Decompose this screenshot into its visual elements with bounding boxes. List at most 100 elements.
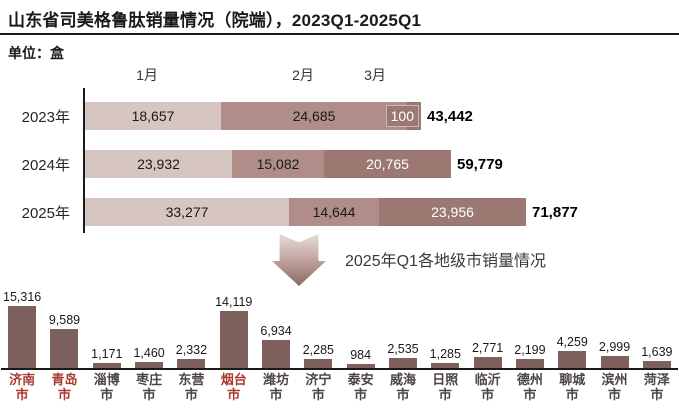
city-bar-zone: 2,771 — [472, 290, 503, 368]
city-column: 1,460 枣庄市 — [128, 290, 170, 402]
stacked-bar: 18,65724,685100 — [85, 102, 421, 130]
city-name-label: 泰安市 — [348, 373, 374, 402]
city-name-label: 潍坊市 — [263, 373, 289, 402]
city-column: 2,999 滨州市 — [593, 290, 635, 402]
city-chart: 15,316 济南市 9,589 青岛市 1,171 淄博市 1,460 枣庄市 2,332 东营… — [1, 290, 678, 402]
city-bar-zone: 2,332 — [176, 290, 207, 368]
stacked-row: 2025年 33,27714,64423,956 71,877 — [0, 198, 679, 226]
city-column: 14,119 烟台市 — [213, 290, 255, 402]
city-name-label: 威海市 — [390, 373, 416, 402]
bar-segment-2月: 24,685 — [221, 102, 407, 130]
city-value-label: 2,771 — [472, 341, 503, 355]
city-bar — [601, 356, 629, 368]
city-column: 984 泰安市 — [340, 290, 382, 402]
city-column: 9,589 青岛市 — [43, 290, 85, 402]
stacked-bar: 33,27714,64423,956 — [85, 198, 526, 226]
bar-segment-1月: 18,657 — [85, 102, 221, 130]
city-name-label: 烟台市 — [221, 373, 247, 402]
stacked-chart-rows: 2023年 18,65724,685100 43,442 2024年 23,93215,… — [0, 102, 679, 246]
city-chart-caption: 2025年Q1各地级市销量情况 — [345, 247, 546, 271]
city-name-label: 临沂市 — [475, 373, 501, 402]
city-value-label: 9,589 — [49, 313, 80, 327]
city-bar-zone: 2,999 — [599, 290, 630, 368]
city-bar-zone: 15,316 — [3, 290, 41, 368]
city-bar-zone: 1,639 — [641, 290, 672, 368]
city-bar-zone: 2,199 — [514, 290, 545, 368]
city-bar — [516, 359, 544, 368]
total-label: 71,877 — [532, 204, 578, 221]
city-bar — [389, 358, 417, 368]
small-segment-label: 100 — [386, 105, 419, 127]
city-name-label: 青岛市 — [51, 373, 77, 402]
city-value-label: 2,535 — [387, 342, 418, 356]
city-name-label: 淄博市 — [94, 373, 120, 402]
bar-segment-1月: 23,932 — [85, 150, 232, 178]
city-bar — [177, 359, 205, 368]
city-bar-zone: 6,934 — [260, 290, 291, 368]
year-label: 2023年 — [0, 106, 70, 127]
bar-segment-2月: 15,082 — [232, 150, 324, 178]
bar-segment-2月: 14,644 — [289, 198, 379, 226]
city-bar — [643, 361, 671, 368]
city-column: 4,259 聊城市 — [551, 290, 593, 402]
city-chart-x-axis — [1, 368, 678, 370]
city-bar-zone: 2,285 — [303, 290, 334, 368]
city-value-label: 1,285 — [430, 347, 461, 361]
year-label: 2025年 — [0, 202, 70, 223]
city-column: 2,771 临沂市 — [466, 290, 508, 402]
city-column: 1,285 日照市 — [424, 290, 466, 402]
city-name-label: 枣庄市 — [136, 373, 162, 402]
city-bar-zone: 9,589 — [49, 290, 80, 368]
city-name-label: 济宁市 — [305, 373, 331, 402]
city-value-label: 2,999 — [599, 340, 630, 354]
year-label: 2024年 — [0, 154, 70, 175]
city-name-label: 菏泽市 — [644, 373, 670, 402]
city-column: 6,934 潍坊市 — [255, 290, 297, 402]
city-value-label: 1,171 — [91, 347, 122, 361]
city-name-label: 聊城市 — [559, 373, 585, 402]
city-column: 2,285 济宁市 — [297, 290, 339, 402]
month-header-jan: 1月 — [125, 65, 169, 85]
total-label: 43,442 — [427, 108, 473, 125]
city-value-label: 984 — [350, 348, 371, 362]
city-name-label: 滨州市 — [602, 373, 628, 402]
city-bar-zone: 14,119 — [215, 290, 252, 368]
city-value-label: 15,316 — [3, 290, 41, 304]
city-bar — [304, 359, 332, 368]
city-bar-zone: 4,259 — [557, 290, 588, 368]
city-bar — [50, 329, 78, 368]
city-bar-zone: 1,285 — [430, 290, 461, 368]
city-value-label: 1,460 — [133, 346, 164, 360]
city-name-label: 日照市 — [432, 373, 458, 402]
city-bar-zone: 984 — [347, 290, 375, 368]
city-column: 2,199 德州市 — [509, 290, 551, 402]
unit-label: 单位：盒 — [8, 43, 64, 63]
city-column: 2,332 东营市 — [170, 290, 212, 402]
city-bar-zone: 1,460 — [133, 290, 164, 368]
city-bar — [262, 340, 290, 368]
page-title: 山东省司美格鲁肽销量情况（院端），2023Q1-2025Q1 — [8, 6, 421, 31]
stacked-bar: 23,93215,08220,765 — [85, 150, 451, 178]
city-column: 2,535 威海市 — [382, 290, 424, 402]
bar-segment-3月: 20,765 — [324, 150, 451, 178]
city-value-label: 2,332 — [176, 343, 207, 357]
month-header-feb: 2月 — [281, 65, 325, 85]
city-name-label: 济南市 — [9, 373, 35, 402]
city-column: 1,639 菏泽市 — [636, 290, 678, 402]
city-value-label: 1,639 — [641, 345, 672, 359]
city-column: 15,316 济南市 — [1, 290, 43, 402]
city-bar — [8, 306, 36, 368]
stacked-row: 2024年23,93215,08220,76559,779 — [0, 150, 679, 178]
city-bar — [474, 357, 502, 368]
city-name-label: 德州市 — [517, 373, 543, 402]
title-divider — [0, 33, 679, 35]
city-bar-zone: 2,535 — [387, 290, 418, 368]
city-name-label: 东营市 — [178, 373, 204, 402]
city-value-label: 2,199 — [514, 343, 545, 357]
city-value-label: 4,259 — [557, 335, 588, 349]
month-header-mar: 3月 — [353, 65, 397, 85]
stacked-row: 2023年 18,65724,685100 43,442 — [0, 102, 679, 130]
city-value-label: 2,285 — [303, 343, 334, 357]
city-bar — [220, 311, 248, 368]
bar-segment-3月: 23,956 — [379, 198, 526, 226]
